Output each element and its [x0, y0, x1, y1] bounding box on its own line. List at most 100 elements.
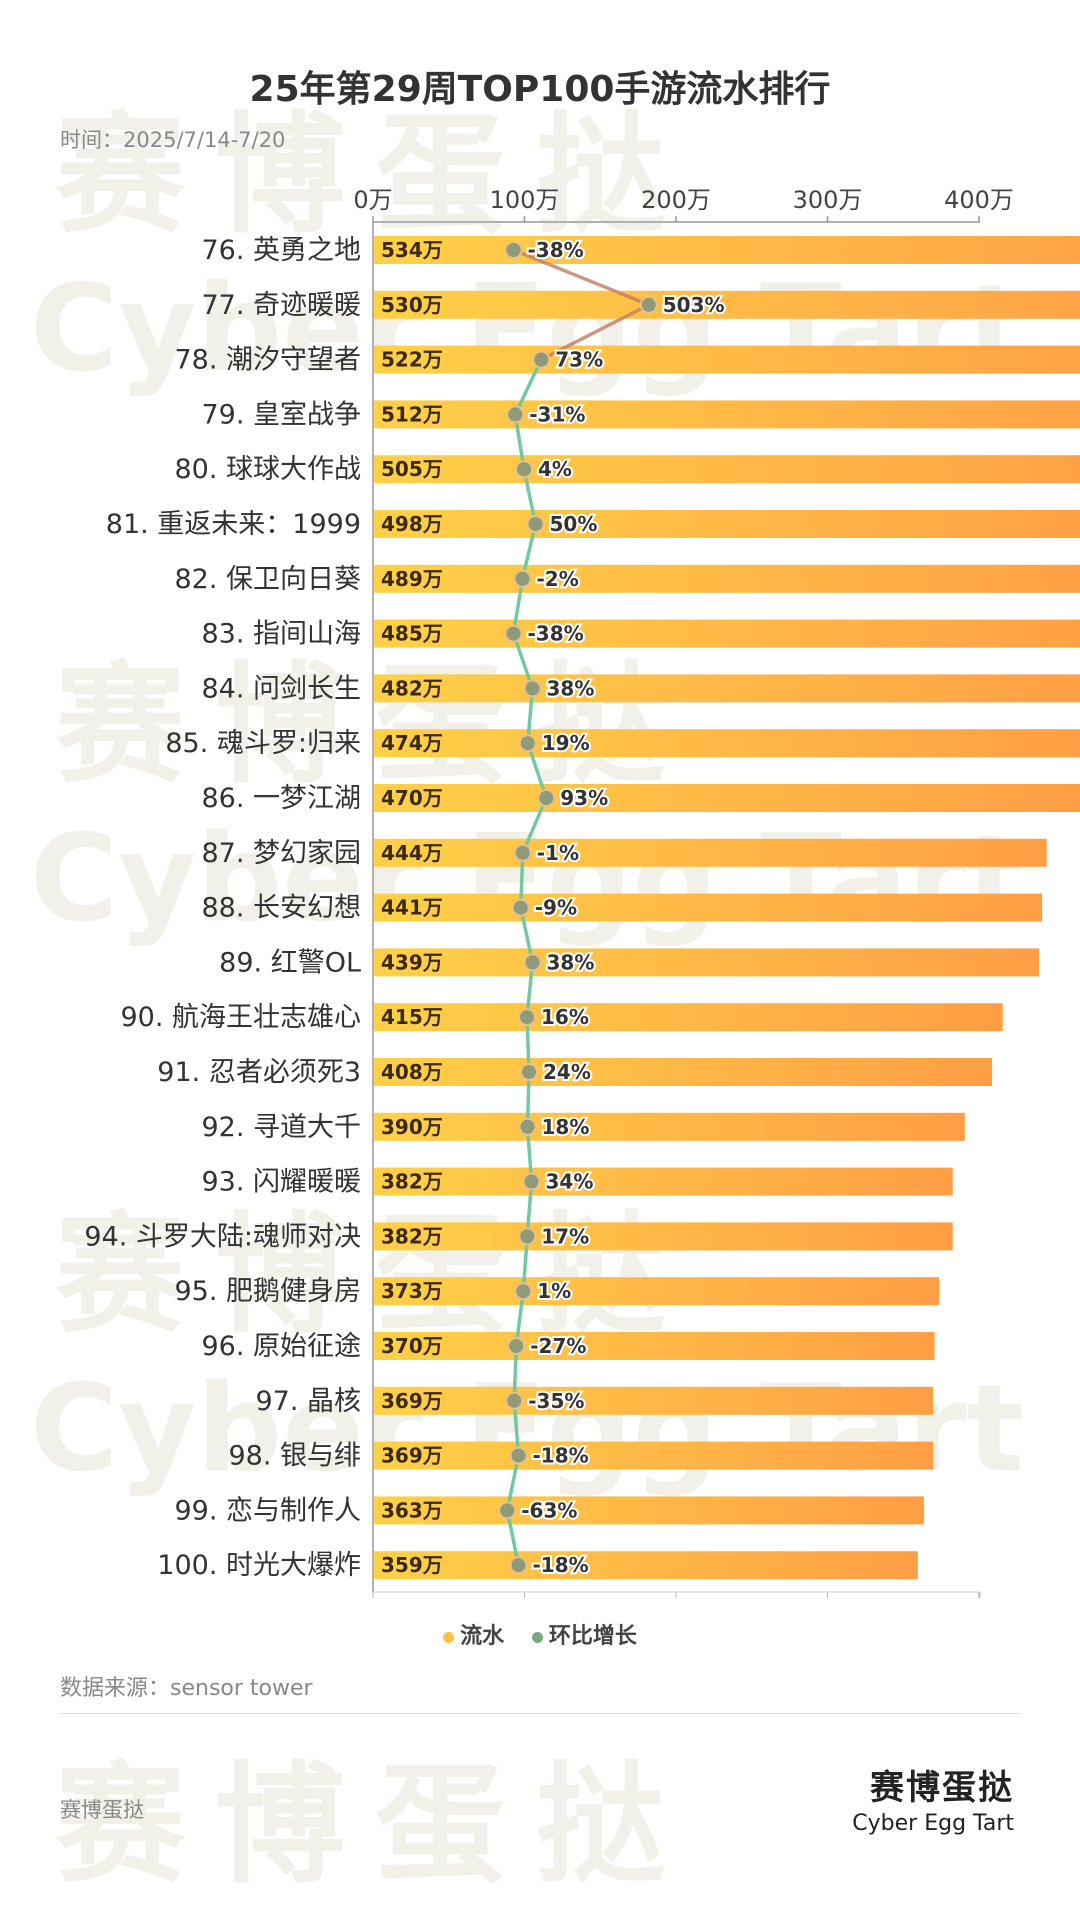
- legend: 流水 环比增长: [0, 1618, 1080, 1650]
- bar: [374, 1222, 953, 1251]
- axis-layer: 0万100万200万300万400万500万: [353, 186, 1014, 1598]
- growth-line-segment: [513, 357, 543, 417]
- growth-line-segment: [521, 796, 548, 855]
- category-label: 86. 一梦江湖: [201, 783, 361, 814]
- bar-value-label: 369万: [381, 1389, 443, 1413]
- growth-line-segment: [539, 303, 651, 362]
- category-label: 84. 问剑长生: [201, 673, 361, 704]
- growth-line-segment: [512, 1399, 521, 1458]
- growth-line-segment: [511, 577, 525, 636]
- bar: [374, 674, 1080, 703]
- bar-value-label: 363万: [381, 1498, 443, 1522]
- growth-point: [522, 1172, 541, 1191]
- category-label: 79. 皇室战争: [201, 399, 361, 430]
- growth-line-segment: [514, 1289, 525, 1348]
- category-label: 96. 原始征途: [201, 1331, 361, 1362]
- bar: [374, 784, 1080, 812]
- growth-line-segment: [511, 631, 535, 691]
- category-label: 92. 寻道大千: [201, 1112, 361, 1143]
- category-label: 83. 指间山海: [201, 619, 361, 650]
- growth-point: [537, 789, 556, 807]
- growth-line-segment: [519, 851, 525, 910]
- bar-value-label: 373万: [381, 1279, 443, 1303]
- data-source: 数据来源：sensor tower: [60, 1676, 313, 1701]
- bar-value-label: 439万: [381, 950, 443, 974]
- category-label: 89. 红警OL: [219, 947, 361, 978]
- bar-value-label: 390万: [381, 1115, 443, 1139]
- legend-dot-icon: [531, 1631, 543, 1643]
- bar-value-label: 470万: [381, 786, 443, 810]
- growth-label: 34%: [546, 1170, 594, 1194]
- category-label: 87. 梦幻家园: [201, 838, 361, 869]
- bar-value-label: 415万: [381, 1005, 443, 1029]
- growth-line-segment: [513, 412, 526, 471]
- growth-line-segment: [526, 686, 535, 745]
- bar: [374, 948, 1040, 977]
- category-label: 94. 斗罗大陆:魂师对决: [84, 1221, 361, 1252]
- growth-point: [511, 898, 530, 917]
- bar: [374, 1003, 1003, 1032]
- growth-point: [520, 1063, 538, 1081]
- bar: [374, 290, 1080, 319]
- growth-point: [518, 734, 537, 753]
- bar: [374, 564, 1080, 593]
- growth-label: -63%: [521, 1498, 577, 1522]
- bar: [374, 1277, 940, 1306]
- growth-point: [505, 1391, 524, 1410]
- footer-brand: 赛博蛋挞: [60, 1798, 144, 1822]
- growth-point: [526, 515, 545, 533]
- category-label: 81. 重返未来：1999: [106, 509, 361, 540]
- brand-logo: 赛博蛋挞 Cyber Egg Tart: [852, 1760, 1014, 1836]
- growth-label: 1%: [537, 1279, 571, 1303]
- bar-value-label: 505万: [381, 457, 443, 481]
- legend-item-revenue: 流水: [443, 1618, 504, 1650]
- growth-label: 18%: [542, 1115, 590, 1139]
- category-label: 88. 长安幻想: [201, 893, 361, 924]
- category-label: 98. 银与绯: [228, 1441, 361, 1472]
- growth-label: -18%: [533, 1444, 589, 1468]
- growth-line-segment: [525, 1070, 531, 1129]
- growth-point: [509, 1446, 528, 1465]
- growth-line-segment: [511, 248, 651, 307]
- bar-value-label: 369万: [381, 1444, 443, 1468]
- category-label: 100. 时光大爆炸: [157, 1550, 361, 1581]
- category-label: 85. 魂斗罗:归来: [165, 728, 361, 759]
- bar: [374, 1167, 953, 1196]
- growth-point: [518, 1008, 536, 1027]
- legend-label: 环比增长: [548, 1624, 637, 1649]
- category-label: 99. 恋与制作人: [174, 1495, 361, 1526]
- x-tick-label: 200万: [641, 186, 711, 214]
- growth-label: -2%: [537, 567, 579, 591]
- growth-line-segment: [521, 1234, 529, 1293]
- growth-line-segment: [505, 1508, 521, 1567]
- legend-label: 流水: [460, 1624, 505, 1649]
- growth-point: [507, 1337, 526, 1355]
- category-label: 82. 保卫向日葵: [174, 564, 361, 595]
- bar: [374, 1332, 935, 1360]
- bar-value-label: 444万: [381, 841, 443, 865]
- category-label: 76. 英勇之地: [201, 235, 361, 266]
- bar-value-label: 522万: [381, 348, 443, 372]
- legend-item-growth: 环比增长: [531, 1618, 637, 1650]
- bar: [374, 729, 1080, 758]
- date-range: 时间：2025/7/14-7/20: [60, 128, 286, 152]
- growth-point: [518, 1227, 537, 1246]
- bar-value-label: 474万: [381, 731, 443, 755]
- growth-line-segment: [522, 467, 538, 526]
- legend-dot-icon: [443, 1631, 455, 1643]
- divider: [60, 1713, 1020, 1714]
- growth-point: [639, 295, 658, 314]
- growth-line-segment: [512, 1344, 518, 1403]
- growth-line-segment: [519, 905, 535, 965]
- bar-value-label: 512万: [381, 402, 443, 426]
- growth-point: [515, 460, 533, 479]
- category-label: 78. 潮汐守望者: [174, 345, 361, 376]
- page-title: 25年第29周TOP100手游流水排行: [249, 69, 831, 110]
- growth-label: 19%: [542, 731, 590, 755]
- growth-point: [518, 1117, 537, 1136]
- bar-value-label: 370万: [381, 1334, 443, 1358]
- growth-line-segment: [526, 741, 548, 800]
- growth-point: [509, 1556, 528, 1575]
- bar: [374, 345, 1080, 374]
